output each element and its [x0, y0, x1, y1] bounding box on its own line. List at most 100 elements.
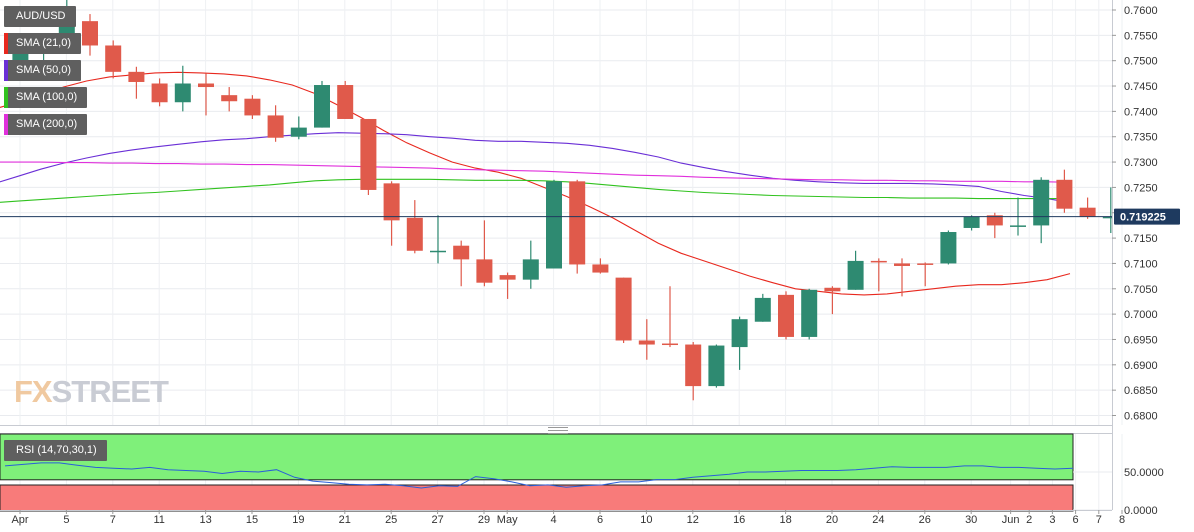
candle: [1033, 177, 1050, 244]
x-tick-label: 18: [779, 514, 791, 526]
y-tick-label: 0.6950: [1124, 334, 1158, 346]
candle-body: [1010, 225, 1026, 227]
candle: [82, 14, 98, 56]
candle-body: [615, 277, 632, 341]
x-tick-label: 6: [597, 514, 603, 526]
candle-body: [453, 245, 470, 260]
x-tick-label: May: [497, 514, 518, 526]
x-tick-label: 13: [199, 514, 211, 526]
candle: [383, 181, 400, 246]
candle: [290, 116, 307, 140]
sma-lines: [0, 71, 1071, 296]
candle-body: [1056, 179, 1073, 209]
x-tick-label: Apr: [11, 514, 28, 526]
candle-body: [128, 71, 145, 82]
legend-sma100[interactable]: SMA (100,0): [4, 87, 88, 108]
candle: [731, 316, 748, 370]
x-tick-label: 25: [385, 514, 397, 526]
rsi-line: [4, 462, 1074, 489]
candle: [824, 286, 841, 315]
rsi-line-group: [4, 462, 1074, 489]
candle: [708, 344, 725, 388]
candle: [662, 286, 678, 348]
candle-body: [383, 183, 400, 221]
candle: [244, 95, 261, 119]
candle-body: [824, 287, 841, 292]
candle: [499, 272, 516, 299]
legend-sma100-text: SMA (100,0): [16, 91, 78, 103]
legend-sma50[interactable]: SMA (50,0): [4, 60, 82, 81]
candle-body: [592, 264, 609, 273]
candle: [1079, 197, 1096, 219]
x-tick-label: 29: [478, 514, 490, 526]
candle: [801, 288, 818, 340]
legend-symbol-text: AUD/USD: [16, 10, 66, 22]
x-tick-label: 20: [826, 514, 838, 526]
rsi-grid: [1073, 471, 1112, 511]
candles: [12, 0, 1112, 401]
candle-body: [917, 263, 934, 265]
candle-body: [894, 263, 910, 266]
candle-body: [82, 21, 98, 46]
candle-body: [754, 297, 771, 322]
candle-body: [847, 260, 864, 290]
candle: [267, 105, 284, 142]
candle-body: [870, 260, 887, 263]
candle: [406, 200, 423, 254]
candle: [128, 66, 145, 99]
x-tick-label: 12: [687, 514, 699, 526]
y-tick-label: 0.7300: [1124, 157, 1158, 169]
y-tick-label: 0.7150: [1124, 233, 1158, 245]
legend-sma50-text: SMA (50,0): [16, 64, 72, 76]
rsi-oversold-zone: [0, 484, 1074, 512]
candle: [151, 78, 168, 107]
current-price-label: 0.719225: [1120, 212, 1166, 224]
legend-rsi[interactable]: RSI (14,70,30,1): [4, 440, 107, 461]
x-tick-label: 16: [733, 514, 745, 526]
y-tick-label: 0.7550: [1124, 30, 1158, 42]
candle: [360, 118, 377, 196]
x-tick-label: 8: [1119, 514, 1125, 526]
candle-body: [1102, 216, 1112, 219]
legend-sma200[interactable]: SMA (200,0): [4, 114, 88, 135]
x-tick-label: 7: [110, 514, 116, 526]
logo-fx: FX: [14, 374, 53, 409]
pane-splitter-handle[interactable]: [548, 427, 568, 434]
sma200-swatch: [4, 114, 8, 135]
candle-body: [151, 83, 168, 103]
candle: [174, 65, 191, 112]
candle-body: [430, 250, 446, 253]
legend-sma21-text: SMA (21,0): [16, 37, 72, 49]
x-tick-label: 2: [1026, 514, 1032, 526]
fxstreet-logo: FXSTREET: [14, 374, 169, 410]
x-tick-label: 4: [551, 514, 557, 526]
candle-body: [337, 85, 354, 119]
candle: [1056, 169, 1073, 213]
legend-sma21[interactable]: SMA (21,0): [4, 33, 82, 54]
x-tick-label: 26: [919, 514, 931, 526]
candle-body: [546, 181, 562, 269]
y-tick-label: 0.6800: [1124, 411, 1158, 423]
candle: [522, 240, 539, 289]
x-tick-label: 3: [1049, 514, 1055, 526]
candle: [615, 277, 632, 344]
candle-body: [174, 83, 191, 103]
y-tick-label: 0.7350: [1124, 132, 1158, 144]
candle-body: [105, 45, 122, 72]
candle-body: [963, 216, 980, 228]
current-price-tag: [1114, 208, 1180, 225]
y-tick-label: 0.7050: [1124, 284, 1158, 296]
candle-body: [940, 232, 957, 264]
x-tick-label: 30: [965, 514, 977, 526]
x-tick-label: 7: [1096, 514, 1102, 526]
x-tick-label: 11: [153, 514, 164, 526]
candle: [221, 87, 238, 112]
sma50-swatch: [4, 60, 8, 81]
candle: [430, 215, 446, 264]
candle: [940, 230, 957, 265]
candle-body: [708, 345, 725, 387]
legend-symbol[interactable]: AUD/USD: [4, 6, 76, 27]
candle-body: [267, 115, 284, 138]
y-tick-label: 0.7500: [1124, 56, 1158, 68]
